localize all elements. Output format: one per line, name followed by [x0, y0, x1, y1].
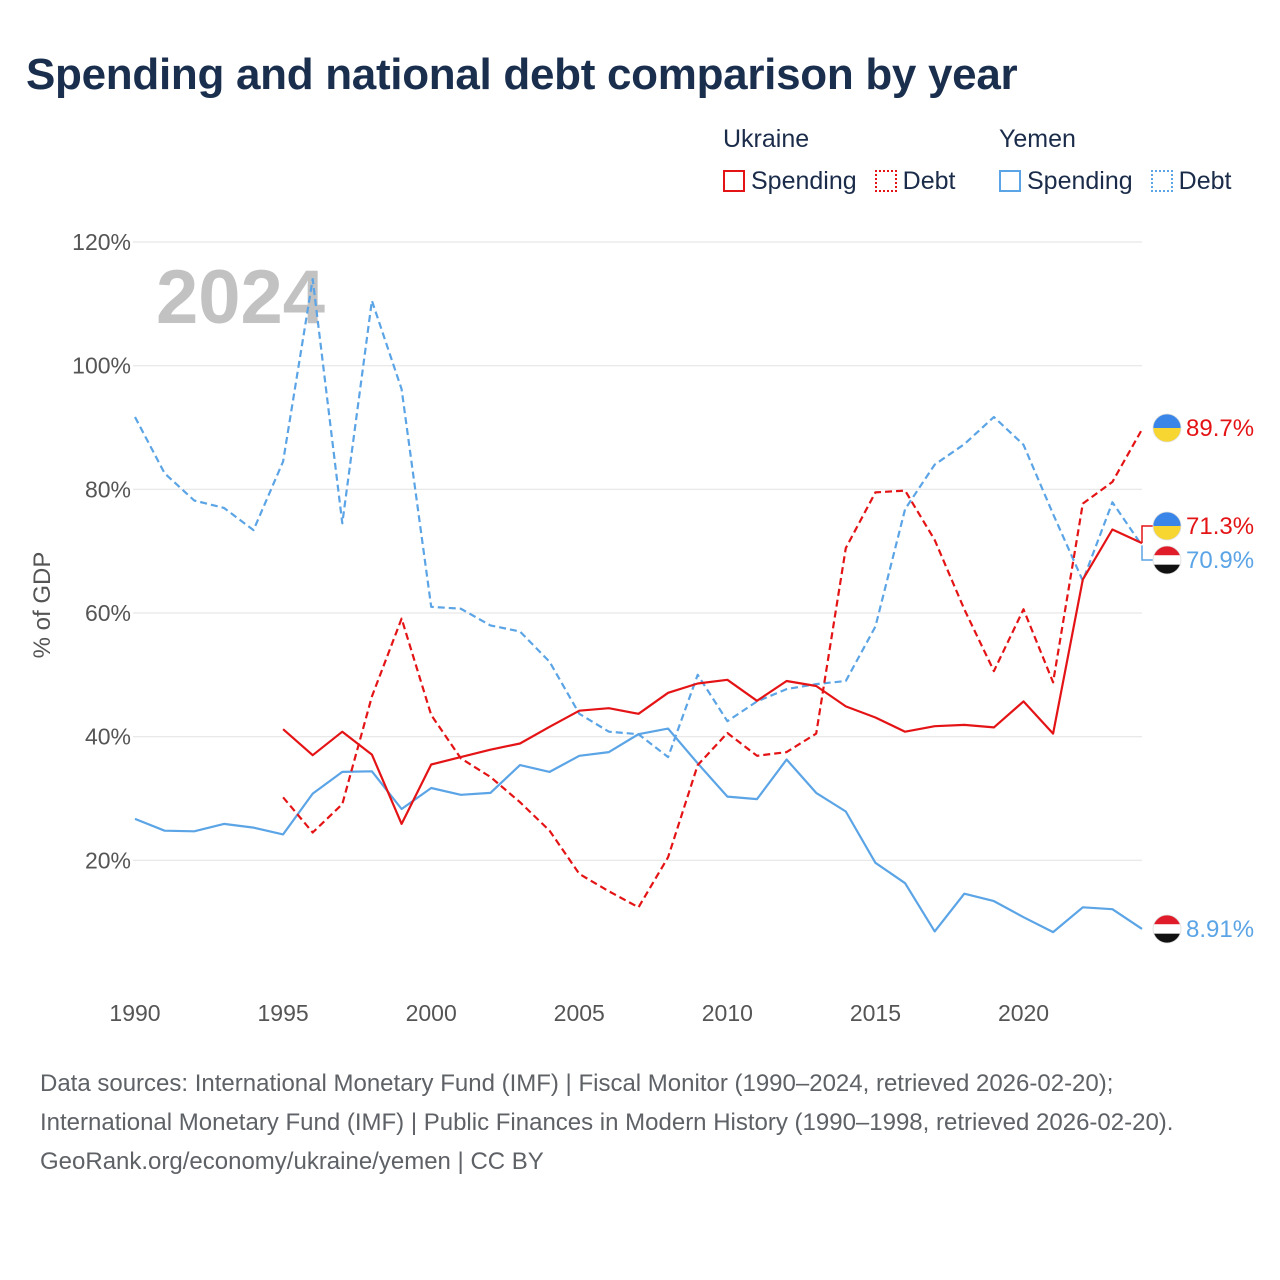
ukraine-flag-icon	[1152, 413, 1182, 443]
legend-yemen-spending[interactable]: Spending	[999, 164, 1133, 198]
legend-yemen-debt[interactable]: Debt	[1150, 164, 1232, 198]
end-value-label: 8.91%	[1186, 916, 1254, 943]
end-label-connector	[1141, 525, 1153, 544]
y-tick-label: 80%	[85, 476, 131, 502]
x-axis-ticks: 1990 1995 2000 2005 2010 2015 2020	[109, 1000, 1049, 1026]
x-tick-label: 2005	[554, 1000, 605, 1026]
y-tick-label: 60%	[85, 600, 131, 626]
dotted-line-swatch-icon	[874, 170, 897, 192]
y-tick-label: 20%	[85, 847, 131, 873]
solid-line-swatch-icon	[723, 170, 745, 192]
dotted-line-swatch-icon	[1150, 170, 1173, 192]
legend-item-label: Spending	[1027, 167, 1133, 195]
series-lines	[134, 278, 1143, 934]
x-tick-label: 2020	[998, 1000, 1049, 1026]
y-tick-label: 120%	[72, 229, 131, 255]
legend-ukraine: Ukraine Spending Debt	[723, 122, 973, 198]
legend-yemen: Yemen Spending Debt	[999, 122, 1249, 198]
x-tick-label: 1995	[258, 1000, 309, 1026]
y-tick-label: 100%	[72, 353, 131, 379]
end-value-label: 70.9%	[1186, 547, 1254, 574]
end-labels: 89.7% 71.3% 70.9% 8.91%	[1141, 413, 1254, 944]
credit-link[interactable]: GeoRank.org/economy/ukraine/yemen | CC B…	[40, 1148, 544, 1175]
end-value-label: 71.3%	[1186, 513, 1254, 540]
yemen-flag-icon	[1152, 914, 1182, 944]
legend-country-label: Ukraine	[723, 125, 810, 153]
yemen-spending-line[interactable]	[134, 727, 1143, 934]
chart-title: Spending and national debt comparison by…	[26, 50, 1018, 99]
legend-item-label: Spending	[751, 167, 857, 195]
x-tick-label: 2015	[850, 1000, 901, 1026]
gridlines	[133, 241, 1142, 861]
end-label-connector	[1141, 545, 1153, 561]
ukraine-spending-line[interactable]	[282, 528, 1143, 826]
legend-country-label: Yemen	[999, 125, 1076, 153]
legend-item-label: Debt	[902, 167, 956, 195]
x-tick-label: 1990	[109, 1000, 160, 1026]
ukraine-debt-line[interactable]	[282, 428, 1143, 909]
footer: Data sources: International Monetary Fun…	[40, 1064, 1240, 1181]
solid-line-swatch-icon	[999, 170, 1021, 192]
x-tick-label: 2010	[702, 1000, 753, 1026]
yemen-flag-icon	[1152, 545, 1182, 575]
legend-ukraine-debt[interactable]: Debt	[874, 164, 956, 198]
legend-item-label: Debt	[1178, 167, 1232, 195]
yemen-debt-line[interactable]	[134, 278, 1143, 759]
data-sources: Data sources: International Monetary Fun…	[40, 1070, 1174, 1136]
y-axis-label: % of GDP	[29, 552, 56, 659]
ukraine-flag-icon	[1152, 511, 1182, 541]
y-axis-ticks: 20% 40% 60% 80% 100% 120%	[72, 229, 131, 873]
y-tick-label: 40%	[85, 724, 131, 750]
line-chart: 20% 40% 60% 80% 100% 120% 1990 1995 2000 2005 201…	[29, 229, 1254, 1026]
x-tick-label: 2000	[406, 1000, 457, 1026]
legend-ukraine-spending[interactable]: Spending	[723, 164, 857, 198]
end-value-label: 89.7%	[1186, 415, 1254, 442]
year-watermark: 2024	[156, 255, 325, 340]
